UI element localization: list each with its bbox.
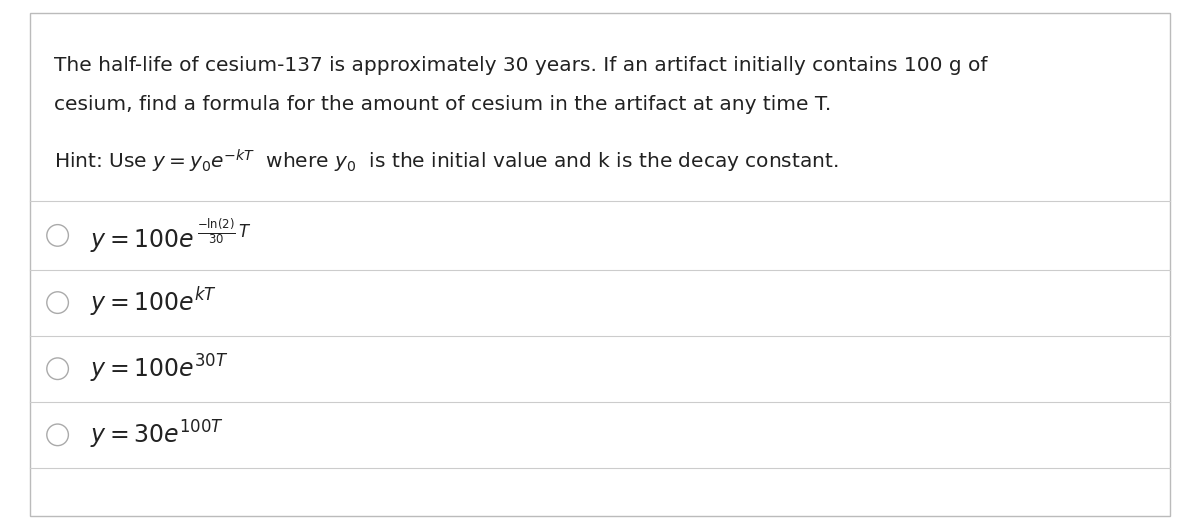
Text: $y = 100e^{kT}$: $y = 100e^{kT}$ [90, 286, 217, 320]
Text: Hint: Use $y = y_0 e^{-kT}$  where $y_0$  is the initial value and k is the deca: Hint: Use $y = y_0 e^{-kT}$ where $y_0$ … [54, 148, 839, 175]
Text: $y = 100e^{\,\frac{-\ln(2)}{30}\,T}$: $y = 100e^{\,\frac{-\ln(2)}{30}\,T}$ [90, 216, 252, 255]
Text: $y = 100e^{30T}$: $y = 100e^{30T}$ [90, 353, 228, 385]
Text: The half-life of cesium-137 is approximately 30 years. If an artifact initially : The half-life of cesium-137 is approxima… [54, 56, 988, 75]
FancyBboxPatch shape [30, 13, 1170, 516]
Text: $y = 30e^{100T}$: $y = 30e^{100T}$ [90, 419, 224, 451]
Text: cesium, find a formula for the amount of cesium in the artifact at any time T.: cesium, find a formula for the amount of… [54, 95, 832, 114]
